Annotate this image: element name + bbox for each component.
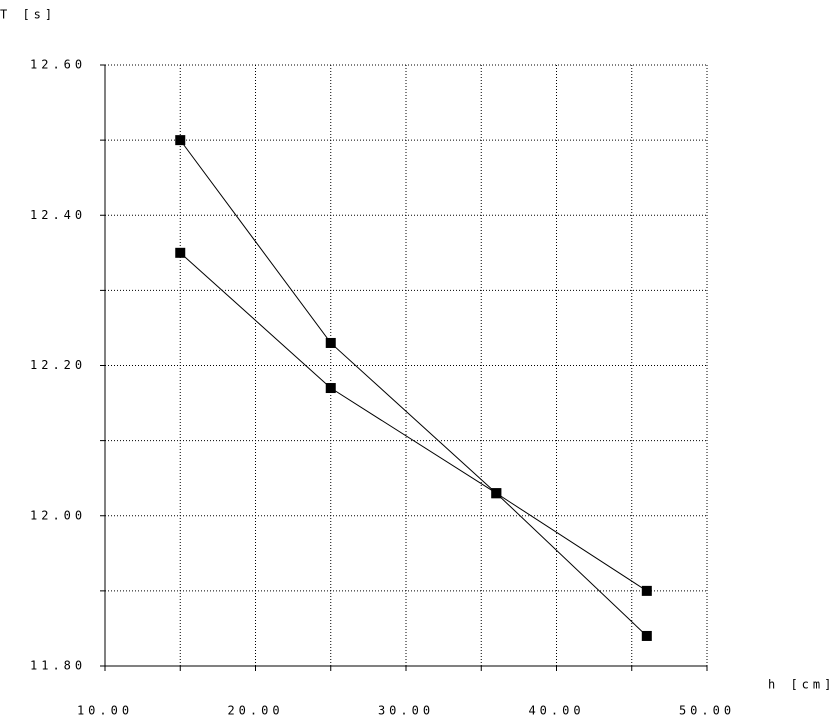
x-tick-label: 50.00 [679,704,735,718]
series-line [179,252,648,592]
series-line [179,139,648,637]
x-tick-label: 40.00 [528,704,584,718]
point-marker [325,337,336,348]
x-tick-label: 10.00 [77,704,133,718]
point-marker [175,247,186,258]
y-axis-label: T [s] [0,8,56,22]
y-tick-label: 11.80 [30,659,86,673]
point-marker [491,488,502,499]
x-tick-label: 20.00 [227,704,283,718]
x-tick-label: 30.00 [378,704,434,718]
y-tick-label: 12.40 [30,208,86,222]
point-marker [325,383,336,394]
y-tick-label: 12.00 [30,508,86,522]
point-marker [641,585,652,596]
point-marker [175,135,186,146]
y-tick-label: 12.20 [30,358,86,372]
x-axis-label: h [cm] [768,678,833,692]
y-tick-label: 12.60 [30,58,86,72]
point-marker [641,630,652,641]
